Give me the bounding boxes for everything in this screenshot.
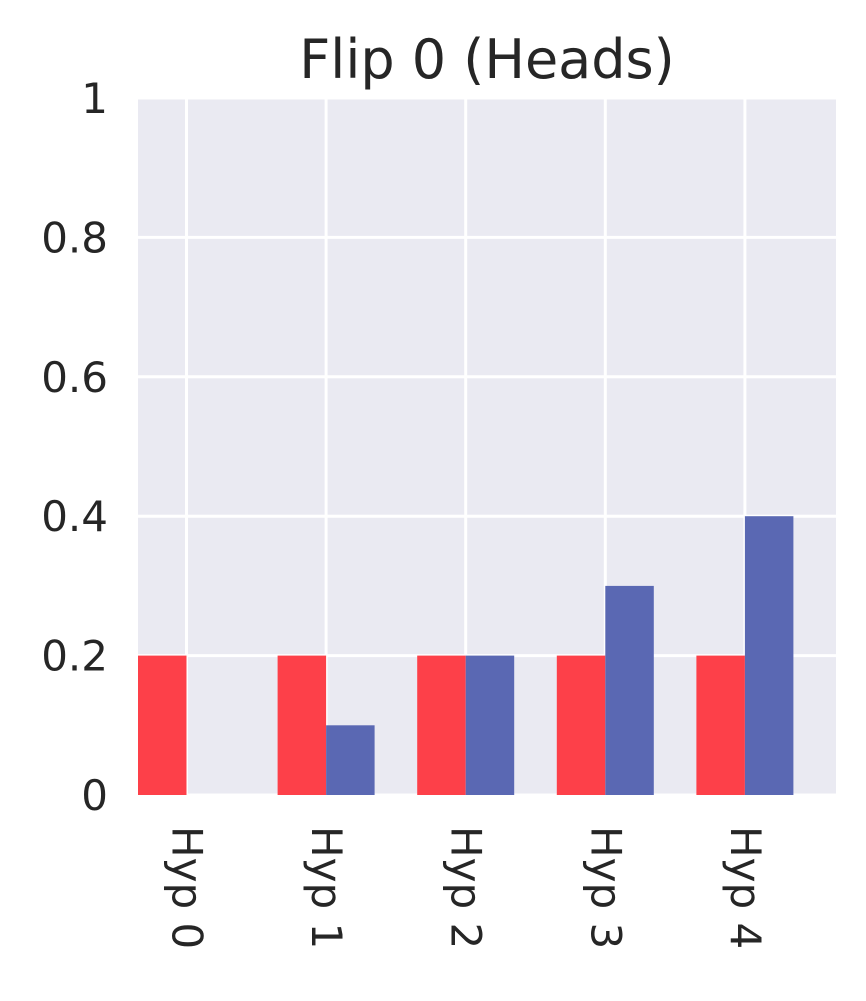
bar-series-1 — [605, 585, 654, 795]
y-tick-label: 0.6 — [41, 353, 108, 402]
y-tick-label: 0.2 — [41, 632, 108, 681]
bar-series-1 — [744, 516, 794, 795]
y-tick-label: 1 — [81, 74, 108, 123]
bar-series-0 — [138, 655, 187, 795]
bar-series-0 — [696, 655, 745, 795]
x-tick-label: Hyp 3 — [581, 826, 630, 949]
bar-series-0 — [556, 655, 606, 795]
chart-title: Flip 0 (Heads) — [299, 28, 675, 91]
bar-series-0 — [417, 655, 466, 795]
bar-series-0 — [277, 655, 327, 795]
bar-series-1 — [465, 655, 515, 795]
x-tick-label: Hyp 0 — [163, 826, 212, 949]
x-tick-label: Hyp 2 — [442, 826, 491, 949]
y-tick-label: 0 — [81, 771, 108, 820]
bar-series-1 — [326, 725, 375, 795]
y-tick-labels: 0 0.2 0.4 0.6 0.8 1 — [41, 74, 108, 820]
bars — [138, 516, 794, 795]
x-tick-labels: Hyp 0 Hyp 1 Hyp 2 Hyp 3 Hyp 4 — [163, 826, 770, 949]
y-tick-label: 0.4 — [41, 492, 108, 541]
y-tick-label: 0.8 — [41, 213, 108, 262]
x-tick-label: Hyp 1 — [302, 826, 351, 949]
x-tick-label: Hyp 4 — [721, 826, 770, 949]
